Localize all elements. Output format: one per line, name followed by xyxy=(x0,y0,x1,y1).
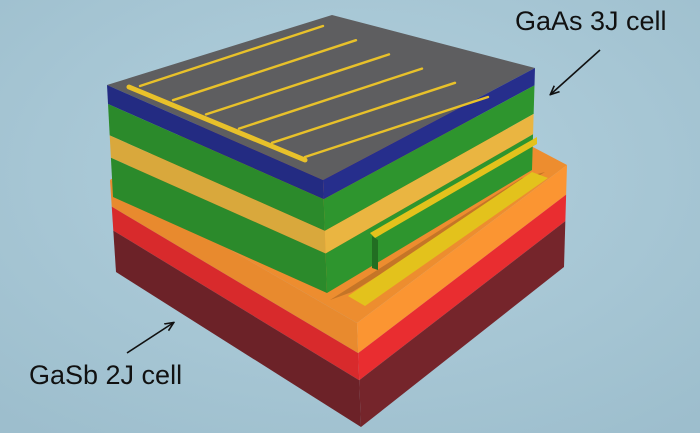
gasb-arrow xyxy=(126,323,173,354)
gaas-green-subcell-2-left-face xyxy=(110,157,328,293)
gaas-green-subcell-1-left-face xyxy=(108,104,325,231)
gaas-yellow-subcell-left-face xyxy=(109,135,326,254)
gaas-yellow-subcell-right-face xyxy=(324,113,534,254)
busbar xyxy=(126,84,308,163)
gaas-green-subcell-1-right-face xyxy=(323,85,535,231)
gaas-3j-cell-label: GaAs 3J cell xyxy=(515,6,667,36)
grid-finger xyxy=(303,95,490,159)
bonding-layer-stripe xyxy=(348,172,548,306)
grid-finger xyxy=(270,81,457,145)
gaas-top-face xyxy=(107,15,535,180)
grid-finger xyxy=(237,67,424,130)
grid-finger xyxy=(138,24,325,88)
grid-finger xyxy=(171,39,358,102)
gaas-arrow xyxy=(551,49,601,94)
gasb-2j-cell-label: GaSb 2J cell xyxy=(29,360,183,390)
front-contact-grid xyxy=(126,24,490,163)
grid-finger xyxy=(204,53,391,116)
gaas-3j-cell-block xyxy=(107,15,537,293)
gasb-red-layer-left-face xyxy=(111,206,360,381)
mesa-step-yellow xyxy=(370,137,537,238)
mesa-step-edge xyxy=(372,236,378,270)
gasb-substrate-layer-right-face xyxy=(359,221,566,427)
gasb-substrate-layer-left-face xyxy=(113,230,361,427)
gasb-orange-layer-right-face xyxy=(357,165,567,354)
gaas-window-layer-right-face xyxy=(323,68,535,200)
gaas-window-layer-left-face xyxy=(107,85,324,200)
gasb-red-layer-right-face xyxy=(358,194,567,381)
